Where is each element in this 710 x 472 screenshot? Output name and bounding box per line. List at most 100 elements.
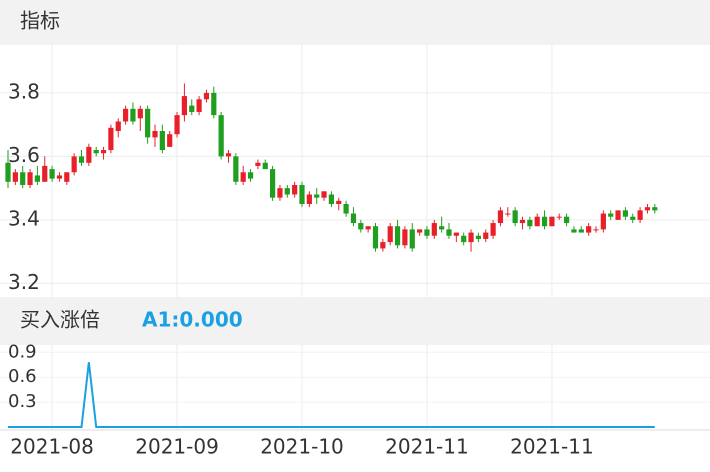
candle-body (27, 172, 33, 185)
candle-body (292, 184, 298, 195)
candle-body (468, 232, 474, 243)
candle-body (372, 226, 379, 249)
candle-body (483, 232, 489, 239)
candle-body (615, 210, 621, 220)
candle-body (64, 172, 70, 182)
candle-body (49, 169, 55, 179)
candle-body (578, 229, 584, 233)
candle-body (159, 131, 165, 151)
candle-body (196, 99, 202, 112)
candle-body (600, 213, 606, 230)
candle-body (541, 216, 548, 227)
candle-body (336, 200, 342, 205)
candle-body (71, 156, 77, 173)
candle-body (262, 162, 268, 170)
candle-body (394, 226, 401, 246)
candle-body (130, 108, 136, 122)
candle-body (306, 194, 312, 205)
candle-body (203, 92, 210, 100)
candle-body (189, 105, 195, 112)
candle-body (5, 162, 11, 182)
candle-body (174, 115, 180, 135)
candle-body (586, 226, 592, 233)
candle-body (519, 219, 526, 224)
candle-body (270, 169, 276, 198)
candle-body (497, 210, 504, 224)
candle-body (593, 229, 599, 231)
x-tick-label: 2021-11 (385, 435, 469, 459)
candle-body (277, 188, 283, 198)
candle-body (637, 210, 643, 220)
candle-body (299, 184, 305, 205)
candle-body (446, 229, 452, 236)
candle-body (622, 210, 628, 217)
candle-body (402, 229, 408, 246)
candle-body (225, 153, 232, 157)
candle-body (108, 127, 114, 151)
candle-body (564, 216, 570, 224)
candle-body (218, 115, 224, 157)
x-tick-label: 2021-09 (135, 435, 219, 459)
candle-body (387, 226, 393, 243)
candle-body (115, 121, 121, 132)
candle-body (608, 213, 614, 217)
candle-body (12, 172, 18, 182)
candle-body (556, 216, 562, 218)
sub-title: 买入涨倍 (20, 308, 100, 332)
candle-body (145, 108, 151, 138)
y-tick-label: 0.3 (8, 391, 37, 412)
x-tick-label: 2021-11 (510, 435, 594, 459)
candle-body (56, 175, 63, 179)
candle-body (34, 175, 40, 182)
candle-body (505, 213, 511, 215)
x-tick-label: 2021-08 (10, 435, 94, 459)
candle-body (211, 92, 217, 116)
candle-body (167, 134, 173, 147)
header-bar (0, 0, 710, 45)
candle-body (439, 226, 445, 230)
candle-body (181, 96, 187, 116)
candle-body (549, 216, 555, 227)
candle-body (453, 232, 459, 236)
candle-body (512, 210, 518, 224)
candle-body (380, 242, 386, 249)
candle-body (233, 156, 239, 182)
candle-body (343, 204, 349, 214)
candle-body (424, 229, 430, 236)
y-tick-label: 3.2 (8, 270, 40, 294)
x-tick-label: 2021-10 (260, 435, 344, 459)
sub-header-bar (0, 297, 710, 345)
y-tick-label: 3.8 (8, 79, 40, 103)
candle-body (255, 162, 261, 166)
candle-body (490, 223, 496, 236)
candle-body (78, 156, 85, 163)
candle-body (652, 207, 658, 211)
candle-body (123, 108, 129, 122)
legend-entry: A1:0.000 (142, 308, 243, 332)
y-tick-label: 0.9 (8, 341, 37, 362)
candle-body (152, 131, 158, 138)
candle-body (358, 223, 364, 230)
candle-body (314, 194, 320, 198)
y-tick-label: 3.4 (8, 206, 40, 230)
candle-body (240, 172, 246, 182)
candle-body (475, 235, 481, 239)
candle-body (247, 172, 254, 179)
candle-body (350, 213, 357, 224)
candle-body (42, 165, 48, 182)
header-title: 指标 (20, 9, 60, 33)
candle-body (571, 229, 577, 233)
candle-body (644, 207, 651, 211)
candle-body (137, 108, 143, 119)
candle-body (527, 219, 533, 227)
y-tick-label: 0.6 (8, 366, 37, 387)
candle-body (431, 223, 437, 236)
candle-body (100, 150, 107, 154)
y-tick-label: 3.6 (8, 143, 40, 167)
candle-body (365, 226, 371, 230)
candle-body (93, 150, 99, 154)
candle-body (461, 235, 467, 243)
candle-body (409, 229, 415, 249)
candle-body (534, 216, 540, 227)
